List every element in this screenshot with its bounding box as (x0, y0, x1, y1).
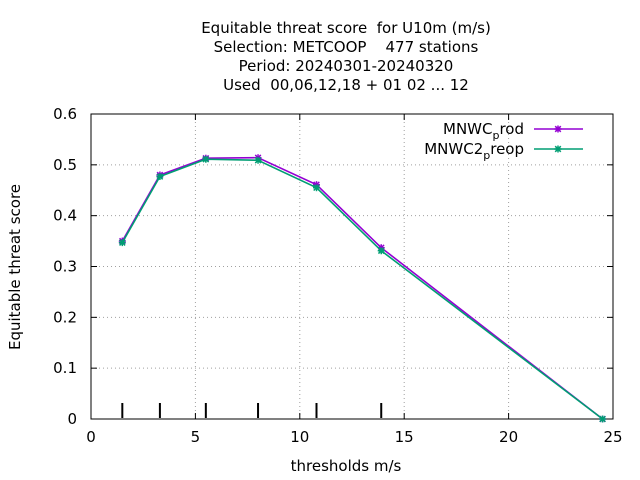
x-tick-label: 20 (499, 428, 518, 446)
data-point (118, 239, 126, 247)
data-point (313, 184, 321, 192)
series-1 (118, 155, 607, 423)
title-line-3: Used 00,06,12,18 + 01 02 ... 12 (223, 76, 469, 94)
y-tick-labels: 0 0.1 0.2 0.3 0.4 0.5 0.6 (53, 105, 77, 428)
title-line-0: Equitable threat score for U10m (m/s) (201, 19, 491, 37)
title-line-2: Period: 20240301-20240320 (239, 57, 454, 75)
legend-label-0: MNWCprod (443, 120, 524, 142)
data-point (156, 173, 164, 181)
series (118, 154, 607, 423)
x-tick-label: 15 (395, 428, 414, 446)
axis-ticks (90, 113, 614, 420)
y-axis-label: Equitable threat score (6, 184, 24, 350)
grid (91, 114, 613, 419)
y-tick-label: 0.5 (53, 156, 77, 174)
data-point (377, 247, 385, 255)
y-tick-label: 0.3 (53, 258, 77, 276)
data-point (554, 145, 562, 153)
x-tick-label: 10 (290, 428, 309, 446)
y-tick-label: 0.2 (53, 308, 77, 326)
x-tick-labels: 0 5 10 15 20 25 (86, 428, 622, 446)
series-line-1 (121, 158, 604, 420)
series-line-0 (121, 156, 604, 420)
data-point (599, 415, 607, 423)
y-tick-label: 0.4 (53, 207, 77, 225)
series-0 (118, 154, 607, 423)
legend-label-1: MNWC2preop (424, 140, 524, 162)
x-tick-label: 0 (86, 428, 96, 446)
y-tick-label: 0.6 (53, 105, 77, 123)
title-line-1: Selection: METCOOP 477 stations (214, 38, 479, 56)
chart-title: Equitable threat score for U10m (m/s)Sel… (201, 19, 491, 94)
legend-entry-0: MNWCprod (443, 120, 583, 142)
y-tick-label: 0 (67, 410, 77, 428)
x-axis-label: thresholds m/s (291, 457, 402, 475)
data-point (254, 156, 262, 164)
legend-entry-1: MNWC2preop (424, 140, 583, 162)
data-point (202, 155, 210, 163)
data-point (554, 125, 562, 133)
y-tick-label: 0.1 (53, 359, 77, 377)
x-tick-label: 25 (603, 428, 622, 446)
threshold-marks (121, 403, 383, 418)
x-tick-label: 5 (191, 428, 201, 446)
